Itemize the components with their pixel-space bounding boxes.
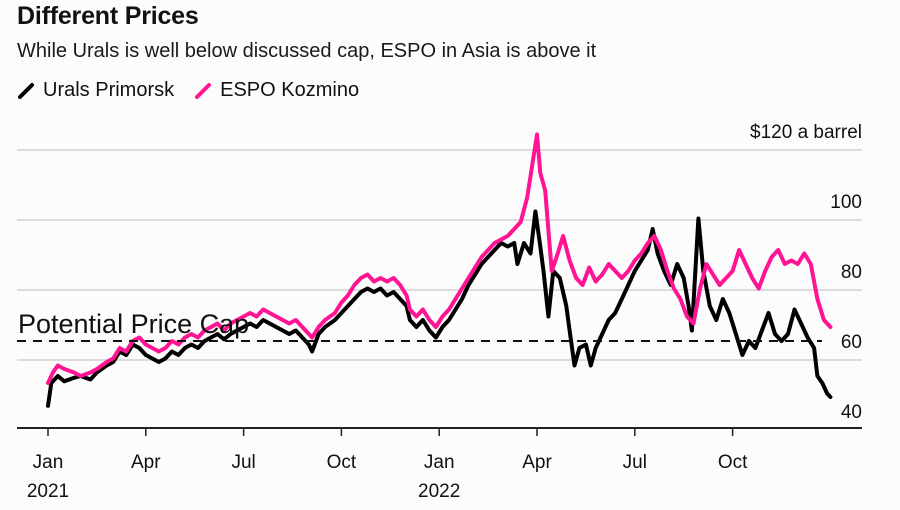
legend-label-espo: ESPO Kozmino bbox=[220, 79, 360, 101]
x-tick-label: Apr bbox=[522, 452, 552, 473]
x-tick-year-label: 2022 bbox=[418, 481, 460, 502]
x-tick-label: Oct bbox=[327, 452, 357, 473]
y-tick-label: 100 bbox=[830, 192, 862, 213]
y-tick-label: 40 bbox=[841, 402, 862, 423]
x-tick-label: Jul bbox=[623, 452, 647, 473]
chart-title: Different Prices bbox=[17, 2, 199, 30]
legend-item-espo: ESPO Kozmino bbox=[194, 79, 359, 102]
series-group: Potential Price Cap bbox=[17, 132, 833, 408]
x-tick-label: Apr bbox=[131, 452, 161, 473]
legend-swatch-urals-icon bbox=[18, 82, 34, 99]
y-tick-label: 60 bbox=[841, 332, 862, 353]
y-axis-labels: 40 60 80 100 $120 a barrel bbox=[750, 122, 862, 423]
x-axis: Jan 2021 Apr Jul Oct Jan 2022 Apr Jul Oct bbox=[17, 427, 862, 502]
y-tick-label: 80 bbox=[841, 262, 862, 283]
x-tick-year-label: 2021 bbox=[27, 481, 69, 502]
x-tick-label: Oct bbox=[718, 452, 748, 473]
legend-item-urals: Urals Primorsk bbox=[17, 79, 174, 102]
chart-subtitle: While Urals is well below discussed cap,… bbox=[17, 40, 597, 62]
legend-label-urals: Urals Primorsk bbox=[43, 79, 175, 101]
x-tick-label: Jan bbox=[33, 452, 64, 473]
legend: Urals Primorsk ESPO Kozmino bbox=[17, 79, 379, 102]
price-cap-label: Potential Price Cap bbox=[18, 309, 249, 339]
x-tick-label: Jul bbox=[231, 452, 255, 473]
x-tick-label: Jan bbox=[424, 452, 455, 473]
y-tick-label: $120 a barrel bbox=[750, 122, 862, 143]
series-line-espo-kozmino bbox=[46, 132, 833, 385]
legend-swatch-espo-icon bbox=[195, 82, 212, 99]
